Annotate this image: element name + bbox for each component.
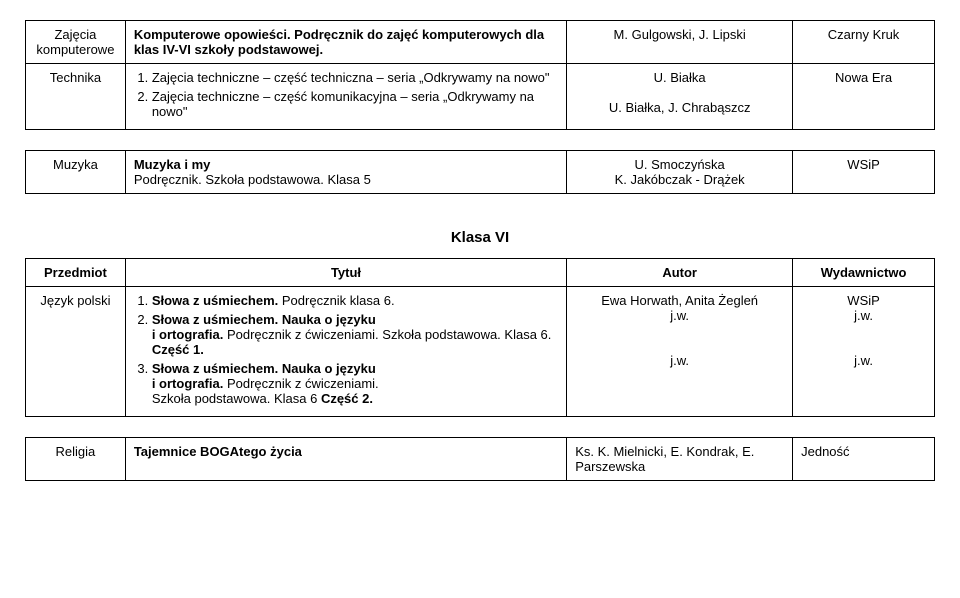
main-table: Przedmiot Tytuł Autor Wydawnictwo Język … [25,258,935,417]
header-pub: Wydawnictwo [793,259,935,287]
header-title: Tytuł [125,259,566,287]
cell-title: Słowa z uśmiechem. Podręcznik klasa 6.Sł… [125,287,566,417]
section-heading: Klasa VI [25,229,935,246]
cell-publisher: WSiPj.w.j.w. [793,287,935,417]
cell-author: Ks. K. Mielnicki, E. Kondrak, E. Parszew… [567,438,793,481]
cell-subject: Język polski [26,287,126,417]
table-row: Zajęcia komputeroweKomputerowe opowieści… [26,21,935,64]
header-subject: Przedmiot [26,259,126,287]
cell-title: Komputerowe opowieści. Podręcznik do zaj… [125,21,566,64]
cell-publisher: WSiP [793,151,935,194]
cell-subject: Technika [26,64,126,130]
cell-publisher: Czarny Kruk [793,21,935,64]
cell-publisher: Nowa Era [793,64,935,130]
cell-publisher: Jedność [793,438,935,481]
header-row: Przedmiot Tytuł Autor Wydawnictwo [26,259,935,287]
cell-subject: Muzyka [26,151,126,194]
cell-subject: Religia [26,438,126,481]
cell-author: Ewa Horwath, Anita Żegleńj.w.j.w. [567,287,793,417]
top-table: Zajęcia komputeroweKomputerowe opowieści… [25,20,935,130]
cell-subject: Zajęcia komputerowe [26,21,126,64]
cell-author: M. Gulgowski, J. Lipski [567,21,793,64]
header-author: Autor [567,259,793,287]
main-table-2: ReligiaTajemnice BOGAtego życiaKs. K. Mi… [25,437,935,481]
cell-author: U. SmoczyńskaK. Jakóbczak - Drążek [567,151,793,194]
table-row: TechnikaZajęcia techniczne – część techn… [26,64,935,130]
cell-title: Zajęcia techniczne – część techniczna – … [125,64,566,130]
top-table-2: MuzykaMuzyka i myPodręcznik. Szkoła pods… [25,150,935,194]
table-row: ReligiaTajemnice BOGAtego życiaKs. K. Mi… [26,438,935,481]
cell-author: U. BiałkaU. Białka, J. Chrabąszcz [567,64,793,130]
cell-title: Tajemnice BOGAtego życia [125,438,566,481]
cell-title: Muzyka i myPodręcznik. Szkoła podstawowa… [125,151,566,194]
table-row: MuzykaMuzyka i myPodręcznik. Szkoła pods… [26,151,935,194]
table-row: Język polskiSłowa z uśmiechem. Podręczni… [26,287,935,417]
